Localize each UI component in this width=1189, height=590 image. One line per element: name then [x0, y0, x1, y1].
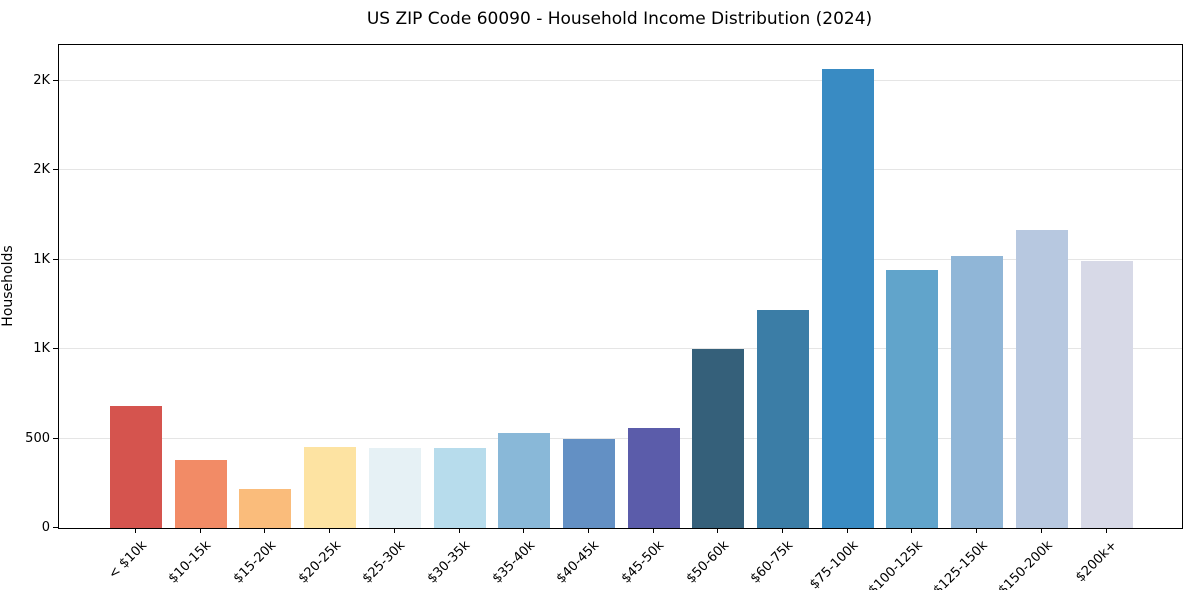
gridline-y-2500 [59, 79, 1182, 81]
y-axis-label: Households [0, 245, 16, 327]
bar-200k [1080, 261, 1133, 528]
x-tick-label: $10-15k [165, 538, 215, 587]
y-tick-label: 0 [41, 520, 50, 535]
bar-25-30k [368, 447, 421, 528]
bar-35-40k [498, 433, 551, 528]
x-tick-label: $125-150k [930, 538, 991, 590]
x-tick-mark [1040, 528, 1042, 533]
bar-150-200k [1015, 230, 1068, 528]
x-tick-mark [782, 528, 783, 533]
x-tick-mark [846, 528, 848, 533]
x-tick-mark [1105, 528, 1107, 533]
x-tick-label: $200k+ [1073, 538, 1121, 586]
x-tick-mark [393, 528, 395, 533]
x-tick-label: $60-75k [748, 538, 797, 587]
x-tick-label: $75-100k [806, 538, 862, 590]
gridline-y-1000 [59, 348, 1182, 350]
x-tick-mark [587, 528, 589, 533]
x-tick-mark [135, 528, 136, 533]
y-tick-label: 1K [33, 341, 50, 357]
x-tick-label: $45-50k [618, 538, 668, 587]
x-tick-mark [523, 528, 525, 533]
y-tick-label: 2K [33, 72, 50, 88]
bar-30-35k [433, 447, 486, 528]
bar-75-100k [821, 69, 874, 528]
y-tick-mark [53, 348, 58, 350]
bar-125-150k [951, 256, 1004, 528]
x-tick-label: $15-20k [230, 538, 280, 587]
x-tick-mark [264, 528, 266, 533]
bar-45-50k [627, 427, 680, 528]
y-tick-mark [53, 437, 58, 439]
x-tick-label: $30-35k [424, 538, 474, 587]
bar-15-20k [239, 488, 292, 528]
bar-10-15k [174, 460, 227, 528]
x-tick-label: $35-40k [489, 538, 538, 587]
x-tick-mark [911, 528, 913, 533]
y-tick-label: 500 [25, 430, 50, 446]
bar-50-60k [692, 349, 745, 528]
x-tick-mark [199, 528, 201, 533]
y-tick-label: 2K [33, 162, 50, 178]
x-tick-label: $20-25k [295, 538, 344, 587]
y-tick-mark [53, 169, 58, 171]
x-tick-mark [458, 528, 460, 533]
x-tick-label: < $10k [105, 538, 150, 583]
x-tick-label: $50-60k [683, 538, 732, 587]
x-tick-mark [329, 528, 331, 533]
gridline-y-2000 [59, 169, 1182, 171]
plot-area [58, 44, 1183, 529]
gridline-y-1500 [59, 258, 1182, 260]
x-tick-label: $100-125k [865, 538, 927, 590]
y-tick-mark [53, 258, 58, 260]
bar-20-25k [304, 446, 357, 528]
x-tick-mark [976, 528, 978, 533]
gridline-y-500 [59, 437, 1182, 439]
x-tick-label: $40-45k [554, 538, 603, 587]
x-tick-label: $150-200k [995, 538, 1056, 590]
bar-10k [110, 406, 162, 528]
y-tick-label: 1K [33, 251, 50, 267]
y-tick-mark [53, 527, 58, 528]
x-tick-mark [652, 528, 654, 533]
bar-100-125k [886, 270, 939, 528]
bar-40-45k [562, 439, 615, 528]
x-tick-mark [717, 528, 719, 533]
bar-60-75k [757, 309, 809, 528]
y-tick-mark [53, 79, 58, 81]
chart-title: US ZIP Code 60090 - Household Income Dis… [366, 9, 873, 29]
x-tick-label: $25-30k [359, 538, 409, 587]
